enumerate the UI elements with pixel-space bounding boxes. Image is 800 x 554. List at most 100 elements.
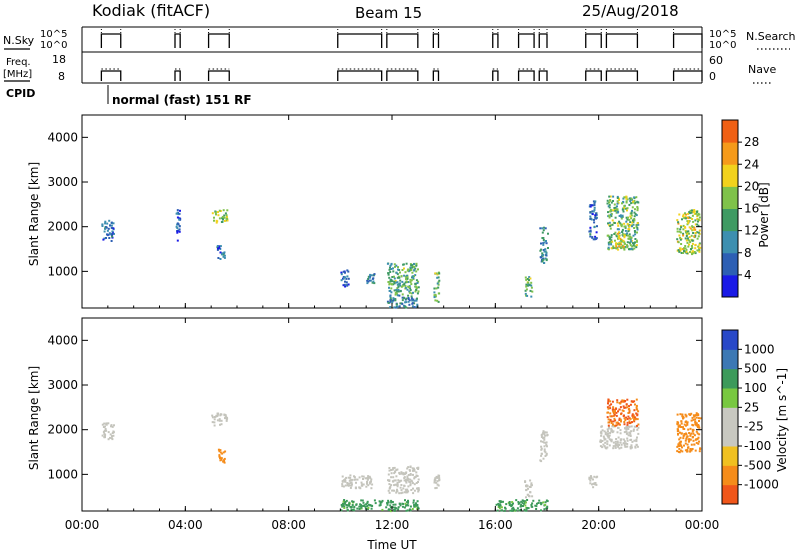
scatter-cell (609, 439, 612, 442)
scatter-cell (355, 481, 357, 484)
scatter-cell (615, 242, 618, 245)
scatter-cell (614, 216, 617, 219)
scatter-cell (437, 283, 440, 286)
scatter-cell (433, 294, 436, 297)
scatter-cell (627, 434, 630, 437)
scatter-cell (511, 509, 514, 512)
scatter-cell (175, 225, 178, 228)
scatter-cell (628, 248, 630, 251)
scatter-cell (626, 207, 629, 210)
scatter-cell (625, 403, 628, 406)
scatter-cell (217, 214, 220, 217)
scatter-cell (676, 238, 679, 241)
scatter-cell (620, 446, 623, 449)
scatter-cell (677, 443, 680, 446)
scatter-cell (698, 216, 701, 219)
scatter-cell (111, 235, 113, 238)
scatter-cell (541, 440, 544, 443)
scatter-cell (590, 218, 593, 221)
scatter-cell (407, 297, 410, 299)
scatter-cell (105, 226, 108, 229)
scatter-cell (403, 267, 405, 270)
scatter-cell (694, 449, 697, 452)
scatter-cell (616, 441, 619, 444)
scatter-cell (405, 278, 407, 281)
scatter-cell (394, 293, 397, 296)
scatter-cell (589, 226, 592, 229)
scatter-cell (417, 466, 420, 469)
scatter-cell (606, 428, 609, 431)
scatter-cell (415, 299, 418, 302)
scatter-cell (608, 235, 611, 238)
scatter-cell (349, 484, 352, 487)
scatter-cell (392, 283, 395, 286)
scatter-cell (353, 476, 356, 479)
scatter-cell (683, 250, 685, 253)
scatter-cell (410, 279, 413, 282)
operation-strip-traces (100, 29, 703, 81)
scatter-cell (544, 451, 547, 454)
scatter-cell (362, 478, 364, 480)
scatter-cell (609, 412, 612, 415)
scatter-cell (684, 439, 687, 442)
scatter-cell (344, 484, 347, 487)
scatter-cell (220, 253, 223, 256)
scatter-cell (590, 476, 593, 479)
scatter-cell (391, 480, 394, 483)
scatter-cell (596, 225, 598, 228)
scatter-cell (399, 302, 402, 305)
scatter-cell (621, 202, 623, 205)
scatter-cell (684, 212, 686, 215)
scatter-cell (623, 406, 626, 409)
scatter-cell (676, 450, 679, 453)
scatter-cell (358, 505, 361, 508)
scatter-cell (347, 277, 350, 280)
scatter-cell (543, 445, 546, 448)
scatter-cell (601, 440, 604, 442)
scatter-cell (695, 424, 698, 427)
scatter-cell (402, 503, 405, 505)
scatter-cell (219, 245, 222, 248)
scatter-cell (603, 437, 606, 440)
scatter-cell (616, 421, 619, 424)
scatter-cell (522, 505, 524, 507)
scatter-cell (588, 476, 591, 479)
nave-label: Nave (748, 63, 776, 76)
scatter-cell (396, 290, 399, 293)
scatter-cell (620, 400, 623, 403)
scatter-cell (433, 291, 436, 294)
scatter-cell (399, 290, 402, 293)
scatter-cell (388, 276, 391, 279)
scatter-cell (407, 268, 410, 271)
scatter-cell (616, 399, 619, 402)
scatter-cell (415, 502, 417, 505)
scatter-cell (390, 501, 393, 504)
scatter-cell (417, 286, 420, 289)
scatter-cell (411, 469, 414, 472)
freq-trace (492, 70, 499, 81)
scatter-cell (621, 244, 624, 247)
scatter-cell (396, 468, 399, 471)
scatter-cell (600, 434, 603, 437)
scatter-cell (626, 241, 629, 244)
scatter-cell (596, 475, 599, 478)
scatter-cell (525, 488, 528, 491)
scatter-cell (531, 495, 534, 498)
scatter-cell (410, 295, 413, 298)
scatter-cell (626, 232, 628, 235)
scatter-cell (612, 425, 615, 428)
scatter-cell (416, 504, 419, 506)
scatter-cell (414, 290, 417, 293)
scatter-cell (415, 287, 418, 290)
scatter-cell (543, 441, 546, 444)
scatter-cell (540, 440, 542, 443)
scatter-cell (218, 245, 221, 248)
scatter-cell (401, 296, 404, 299)
scatter-cell (406, 269, 409, 272)
scatter-cell (102, 431, 105, 433)
scatter-cell (395, 292, 398, 295)
scatter-cell (176, 239, 179, 242)
colorbar-swatch (722, 142, 738, 165)
scatter-cell (525, 485, 528, 488)
scatter-cell (608, 404, 611, 407)
